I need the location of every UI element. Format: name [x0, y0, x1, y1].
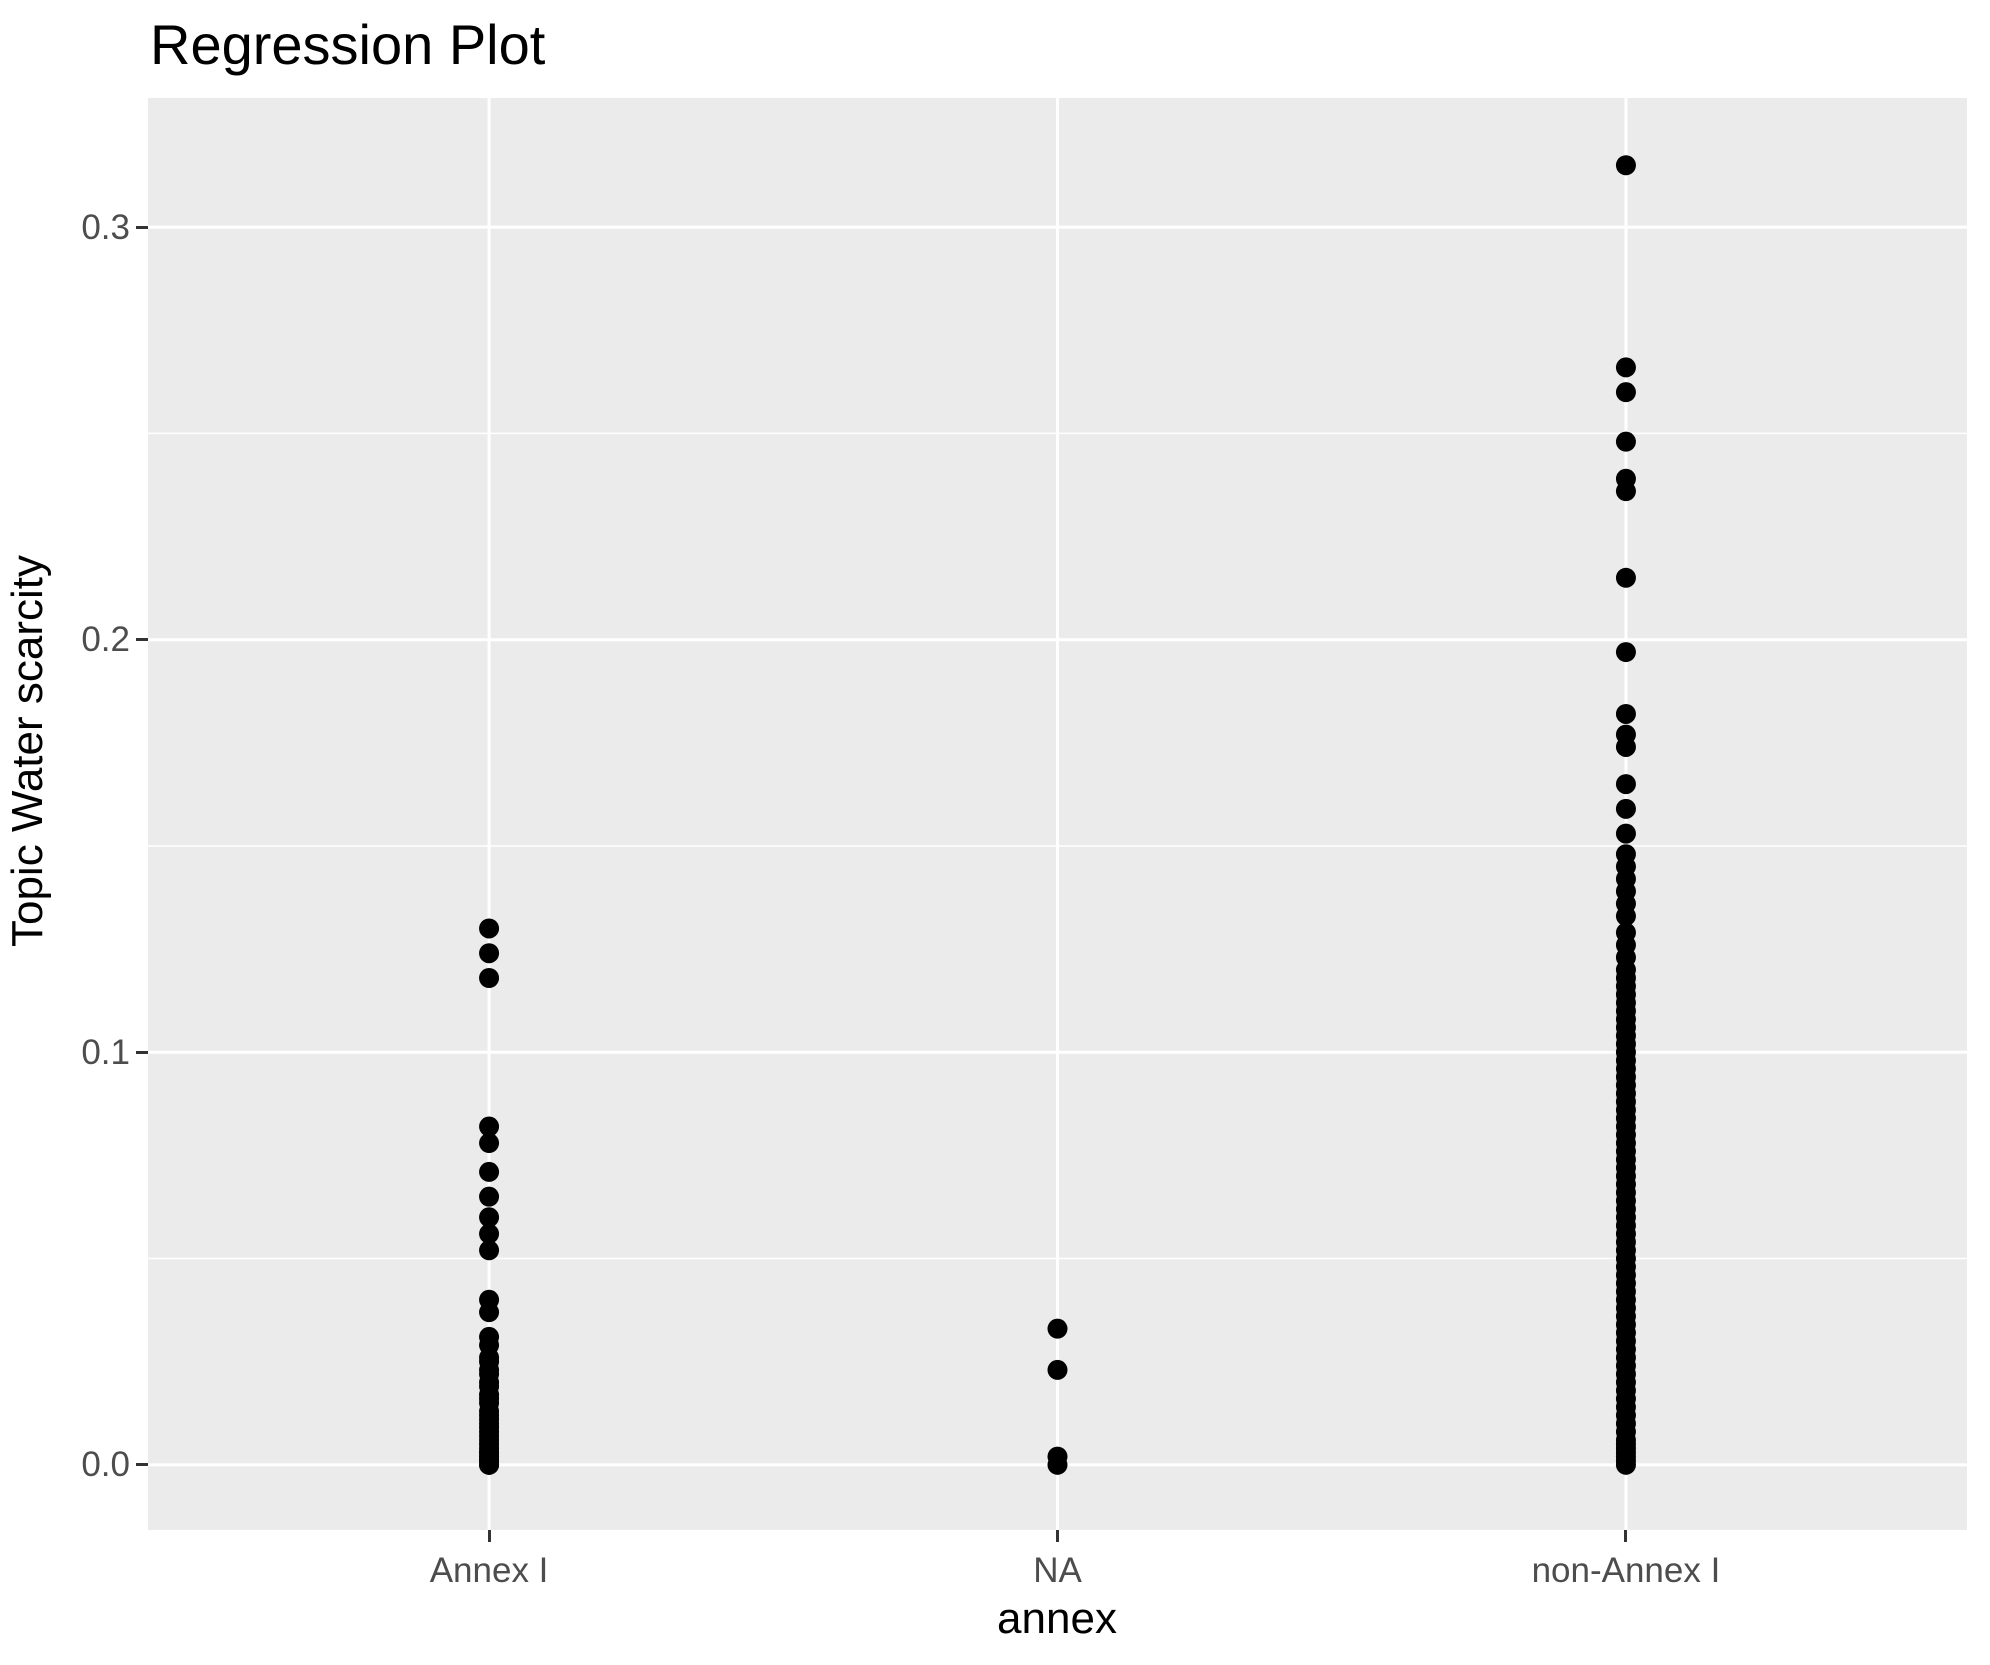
- data-point: [1047, 1359, 1068, 1380]
- x-tick-mark: [1056, 1530, 1059, 1542]
- plot-title: Regression Plot: [150, 13, 546, 76]
- data-point: [479, 943, 500, 964]
- data-point: [1615, 774, 1636, 795]
- data-point: [1615, 567, 1636, 588]
- data-point: [1615, 736, 1636, 757]
- data-point: [479, 918, 500, 939]
- data-point: [479, 1133, 500, 1154]
- x-tick-label: NA: [1033, 1551, 1082, 1590]
- data-point: [1615, 823, 1636, 844]
- y-tick-mark: [136, 1463, 148, 1467]
- data-point: [1615, 906, 1636, 927]
- y-tick-mark: [136, 1050, 148, 1054]
- x-tick-label: Annex I: [429, 1551, 549, 1590]
- data-point: [1615, 1454, 1636, 1475]
- data-point: [479, 1454, 500, 1475]
- data-point: [479, 1302, 500, 1323]
- chart-canvas: [148, 98, 1967, 1530]
- y-tick-mark: [136, 638, 148, 642]
- y-tick-label: 0.1: [81, 1032, 130, 1072]
- data-point: [479, 1207, 500, 1228]
- data-point: [1615, 382, 1636, 403]
- y-tick-mark: [136, 225, 148, 229]
- data-point: [1615, 703, 1636, 724]
- data-point: [1047, 1454, 1068, 1475]
- data-point: [479, 1186, 500, 1207]
- data-point: [1615, 642, 1636, 663]
- x-tick-mark: [1624, 1530, 1628, 1542]
- y-tick-label: 0.0: [81, 1445, 130, 1485]
- data-point: [479, 1223, 500, 1244]
- data-point: [479, 1240, 500, 1261]
- data-point: [1615, 357, 1636, 378]
- data-point: [1615, 798, 1636, 819]
- y-tick-label: 0.2: [81, 620, 130, 660]
- data-point: [1615, 481, 1636, 502]
- x-axis-title: annex: [997, 1594, 1117, 1643]
- data-point: [1615, 155, 1636, 176]
- x-tick-label: non-Annex I: [1531, 1551, 1721, 1590]
- data-point: [479, 1161, 500, 1182]
- y-tick-label: 0.3: [81, 207, 130, 247]
- plot-panel: [148, 98, 1967, 1530]
- x-tick-mark: [487, 1530, 491, 1542]
- y-axis-title: Topic Water scarcity: [3, 555, 52, 948]
- data-point: [1047, 1318, 1068, 1339]
- data-point: [479, 967, 500, 988]
- data-point: [479, 1116, 500, 1137]
- data-point: [1615, 431, 1636, 452]
